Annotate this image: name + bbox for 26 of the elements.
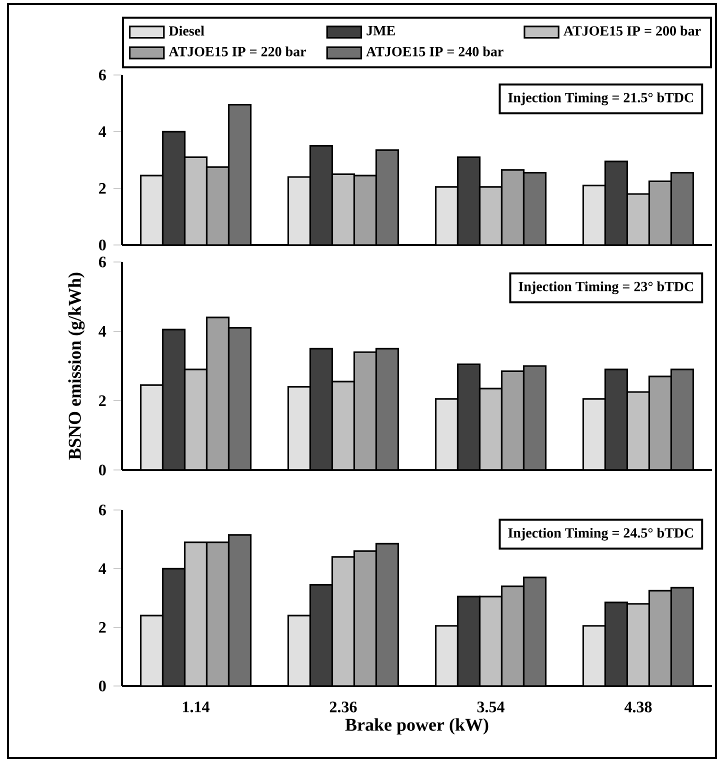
y-tick-label: 6 — [98, 504, 106, 516]
annotation: Injection Timing = 24.5° bTDC — [508, 528, 694, 541]
y-tick-label: 4 — [98, 326, 106, 337]
y-tick-label: 4 — [98, 563, 106, 574]
y-tick-label: 0 — [98, 464, 106, 476]
y-tick-label: 6 — [98, 70, 106, 80]
annotation: Injection Timing = 23° bTDC — [518, 281, 694, 294]
y-tick-label: 2 — [99, 183, 106, 194]
y-tick-label: 2 — [99, 395, 106, 406]
legend-label: ATJOE15 IP = 220 bar — [168, 46, 306, 56]
y-tick-label: 0 — [98, 240, 106, 250]
x-tick-label: 1.14 — [183, 702, 210, 712]
x-tick-label: 4.38 — [624, 702, 652, 712]
x-axis-title: Brake power (kW) — [345, 718, 488, 735]
x-tick-label: 2.36 — [330, 702, 357, 712]
legend-label: ATJOE15 IP = 200 bar — [564, 26, 701, 36]
legend-label: JME — [366, 26, 395, 36]
y-axis-title: BSNO emission (g/kWh) — [68, 272, 85, 460]
y-tick-label: 6 — [98, 256, 106, 268]
annotation: Injection Timing = 21.5° bTDC — [508, 92, 694, 106]
legend-label: ATJOE15 IP = 240 bar — [366, 46, 504, 56]
x-tick-label: 3.54 — [477, 702, 504, 712]
y-tick-label: 2 — [99, 622, 106, 633]
y-tick-label: 4 — [98, 126, 106, 137]
legend-label: Diesel — [168, 26, 204, 36]
y-tick-label: 0 — [98, 680, 106, 692]
